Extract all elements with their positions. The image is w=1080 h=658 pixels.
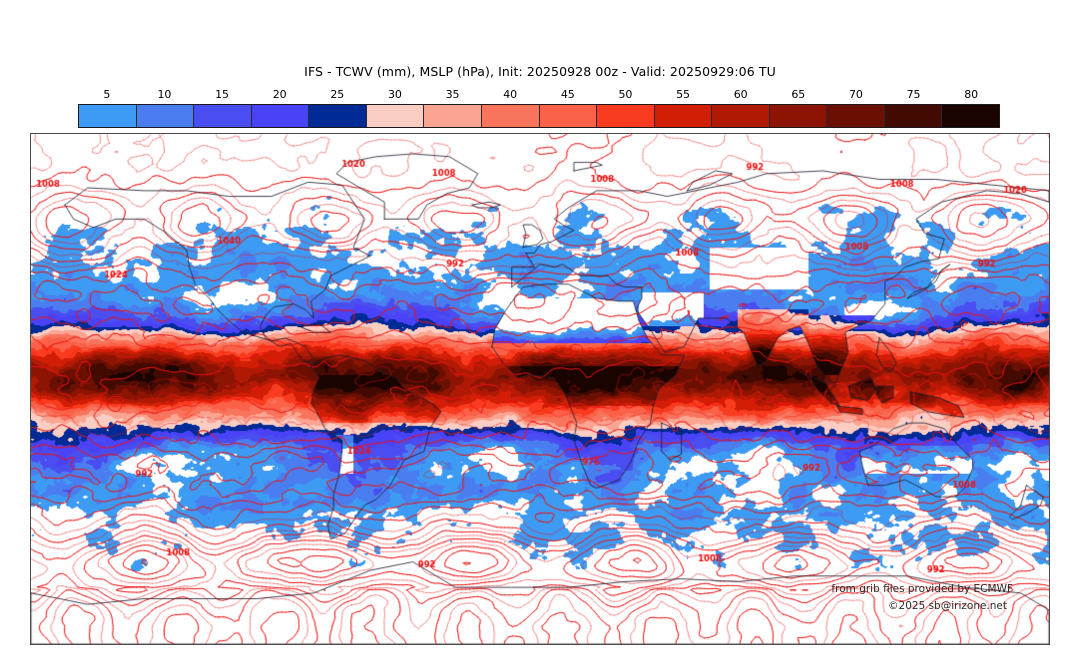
colorbar-tick: 80 <box>964 88 979 101</box>
colorbar-cell <box>424 105 482 127</box>
colorbar-cell <box>942 105 999 127</box>
colorbar-tick: 40 <box>503 88 518 101</box>
colorbar-cell <box>309 105 367 127</box>
colorbar-tick: 75 <box>906 88 921 101</box>
colorbar-cell <box>251 105 310 127</box>
map-panel[interactable]: from grib files provided by ECMWF ©2025 … <box>30 133 1050 645</box>
colorbar-cell <box>654 105 713 127</box>
colorbar-cell <box>539 105 598 127</box>
colorbar-tick: 30 <box>387 88 402 101</box>
colorbar-tick: 70 <box>848 88 863 101</box>
colorbar-tick: 35 <box>445 88 460 101</box>
colorbar-cell <box>481 105 540 127</box>
colorbar-cell <box>597 105 655 127</box>
colorbar-tick: 50 <box>618 88 633 101</box>
tcwv-mslp-map[interactable] <box>31 134 1049 644</box>
colorbar-tick: 10 <box>157 88 172 101</box>
colorbar-cell <box>712 105 770 127</box>
page-title: IFS - TCWV (mm), MSLP (hPa), Init: 20250… <box>304 64 776 79</box>
colorbar-tick-labels: 5 10 15 20 25 30 35 40 45 50 55 60 65 70 75 80 <box>78 88 1000 104</box>
colorbar-cell <box>827 105 885 127</box>
colorbar-tick: 60 <box>733 88 748 101</box>
colorbar-tick: 20 <box>272 88 287 101</box>
colorbar: 5 10 15 20 25 30 35 40 45 50 55 60 65 70 75 80 <box>78 88 1000 128</box>
colorbar-tick: 55 <box>676 88 691 101</box>
colorbar-cell <box>194 105 252 127</box>
colorbar-tick: 45 <box>560 88 575 101</box>
colorbar-cell <box>769 105 828 127</box>
colorbar-swatches <box>78 104 1000 128</box>
colorbar-cell <box>884 105 943 127</box>
colorbar-cell <box>79 105 137 127</box>
colorbar-tick: 5 <box>103 88 111 101</box>
colorbar-cell <box>136 105 195 127</box>
colorbar-cell <box>366 105 425 127</box>
colorbar-tick: 65 <box>791 88 806 101</box>
colorbar-tick: 15 <box>215 88 230 101</box>
colorbar-tick: 25 <box>330 88 345 101</box>
